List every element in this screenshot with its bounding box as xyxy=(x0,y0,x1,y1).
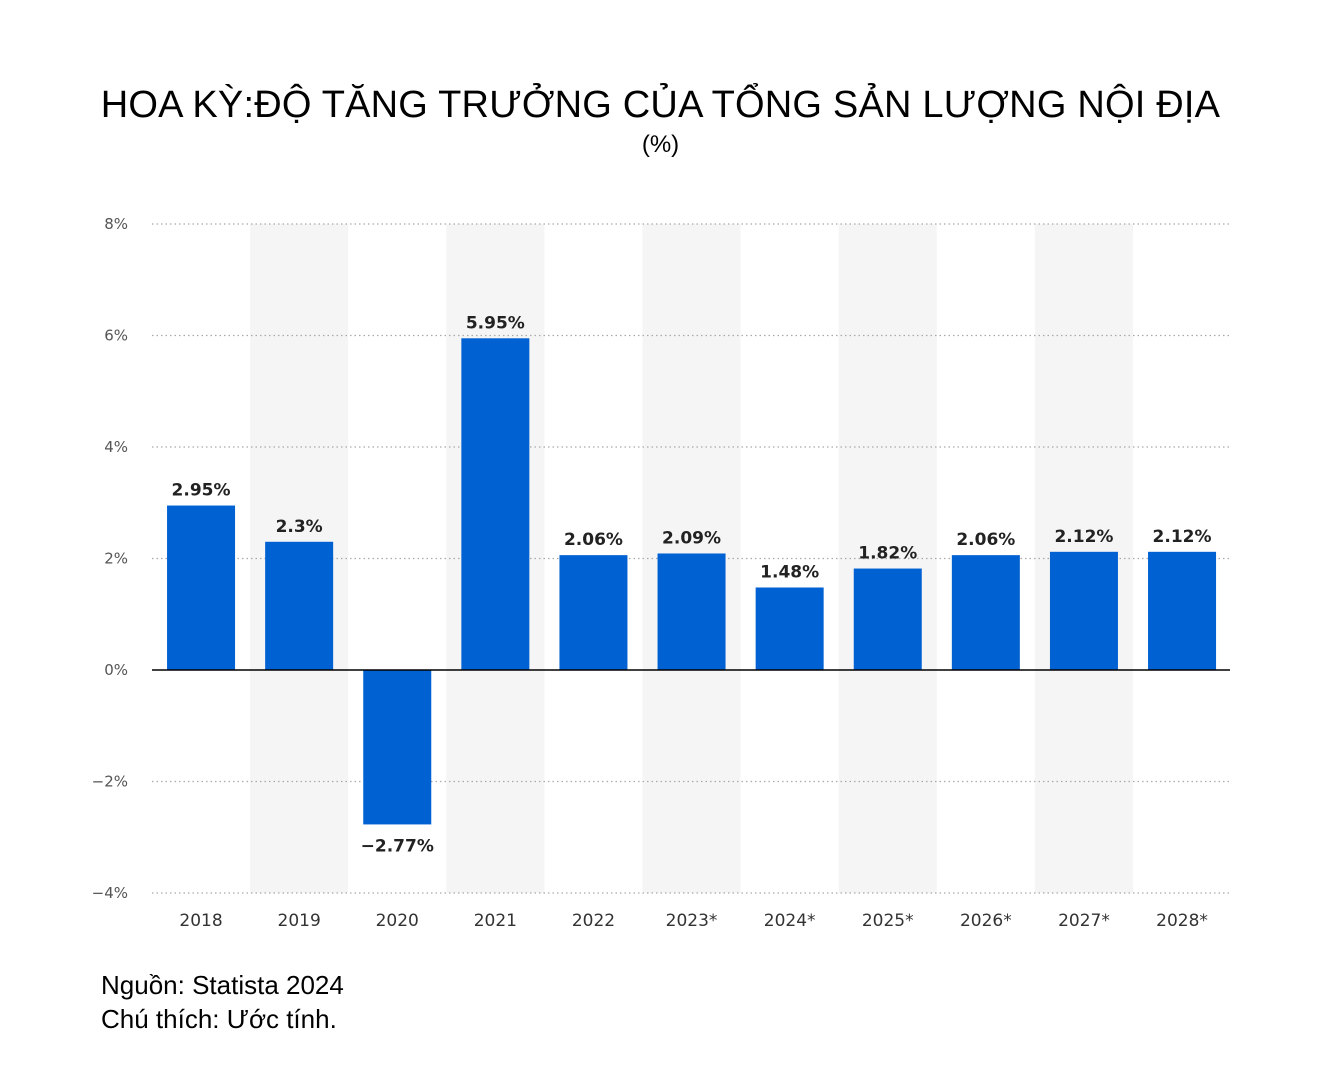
bar xyxy=(853,568,922,670)
x-tick-label: 2019 xyxy=(278,911,321,931)
data-label: 2.12% xyxy=(1153,527,1212,547)
bar xyxy=(1148,551,1217,670)
y-tick-label: 6% xyxy=(104,327,128,345)
x-tick-label: 2028* xyxy=(1156,911,1208,931)
x-tick-label: 2027* xyxy=(1058,911,1110,931)
y-tick-label: 2% xyxy=(104,550,128,568)
x-tick-label: 2024* xyxy=(764,911,816,931)
chart-title: HOA KỲ:ĐỘ TĂNG TRƯỞNG CỦA TỔNG SẢN LƯỢNG… xyxy=(100,84,1221,126)
data-label: 2.3% xyxy=(276,517,323,537)
data-label: −2.77% xyxy=(361,836,434,856)
data-label: 5.95% xyxy=(466,313,525,333)
bar xyxy=(559,555,628,670)
x-tick-label: 2021 xyxy=(474,911,517,931)
bar xyxy=(755,587,824,670)
y-tick-label: 4% xyxy=(104,438,128,456)
data-label: 2.09% xyxy=(662,528,721,548)
bar xyxy=(1049,551,1118,670)
bar-chart: 8% 6% 4% 2% 0% −2% −4% 2.95% 2018 2.3% 2019 −2.77% 2… xyxy=(92,215,1230,931)
data-label: 2.06% xyxy=(564,530,623,550)
data-label: 1.82% xyxy=(858,544,917,564)
data-label: 2.06% xyxy=(956,530,1015,550)
bar xyxy=(265,541,334,670)
y-tick-label: 8% xyxy=(104,215,128,233)
x-tick-label: 2018 xyxy=(179,911,222,931)
y-tick-label: 0% xyxy=(104,661,128,679)
estimate-note: Chú thích: Ước tính. xyxy=(101,1004,337,1034)
bar xyxy=(167,505,236,670)
bar xyxy=(951,555,1020,670)
bar xyxy=(461,338,530,670)
data-label: 2.95% xyxy=(172,481,231,501)
chart-unit: (%) xyxy=(641,131,680,158)
y-tick-label: −2% xyxy=(92,773,128,791)
x-tick-label: 2025* xyxy=(862,911,914,931)
data-label: 2.12% xyxy=(1054,527,1113,547)
bar xyxy=(363,670,432,825)
y-tick-label: −4% xyxy=(92,884,128,902)
bar xyxy=(657,553,726,670)
source-note: Nguồn: Statista 2024 xyxy=(101,970,344,1000)
x-tick-label: 2023* xyxy=(666,911,718,931)
x-tick-label: 2020 xyxy=(376,911,419,931)
x-tick-label: 2022 xyxy=(572,911,615,931)
data-label: 1.48% xyxy=(760,562,819,582)
x-tick-label: 2026* xyxy=(960,911,1012,931)
